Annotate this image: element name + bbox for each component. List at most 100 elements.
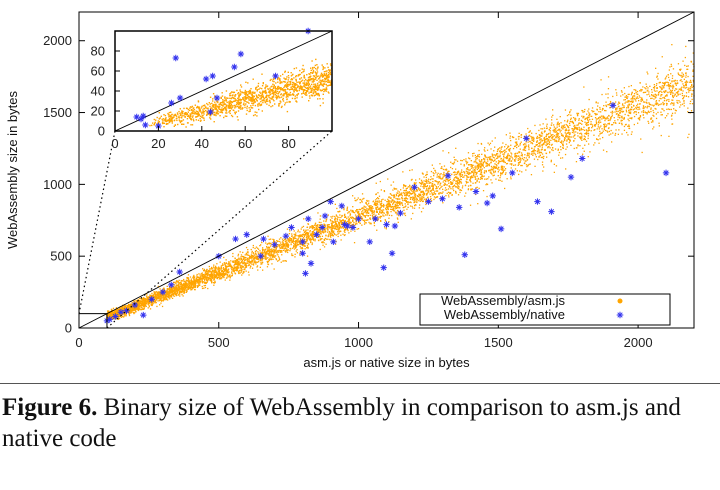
asmjs-point [168, 287, 170, 290]
asmjs-point [343, 230, 345, 232]
asmjs-point [112, 313, 114, 315]
asmjs-point [682, 60, 684, 62]
asmjs-point [538, 149, 540, 151]
asmjs-point [331, 223, 333, 225]
asmjs-point [494, 163, 496, 165]
asmjs-point [228, 271, 230, 273]
asmjs-point [564, 126, 566, 128]
asmjs-point [397, 202, 399, 204]
asmjs-point [286, 246, 288, 248]
asmjs-point [406, 208, 408, 210]
asmjs-point [288, 241, 290, 243]
asmjs-point [657, 111, 659, 114]
asmjs-point [505, 134, 507, 136]
asmjs-point [416, 189, 418, 191]
asmjs-point [498, 179, 500, 181]
asmjs-point [139, 300, 141, 302]
asmjs-point [534, 154, 537, 156]
asmjs-point [597, 102, 599, 104]
asmjs-point [274, 241, 277, 243]
asmjs-point [449, 192, 451, 195]
asmjs-point [339, 220, 341, 222]
asmjs-point [608, 134, 610, 136]
asmjs-point [182, 280, 184, 282]
asmjs-point [327, 238, 329, 240]
asmjs-point [556, 132, 558, 134]
asmjs-point [317, 212, 319, 214]
asmjs-point [434, 190, 436, 192]
asmjs-point [356, 228, 358, 230]
asmjs-point [312, 233, 314, 235]
asmjs-point [143, 302, 145, 305]
asmjs-point [611, 124, 614, 126]
asmjs-point [566, 129, 568, 131]
asmjs-point [396, 214, 398, 216]
asmjs-point [470, 181, 472, 183]
asmjs-point [295, 246, 297, 248]
asmjs-point [685, 45, 687, 48]
asmjs-point [467, 171, 469, 173]
asmjs-point [611, 115, 613, 117]
asmjs-point [145, 305, 147, 307]
asmjs-point [194, 285, 196, 288]
asmjs-point [502, 160, 504, 162]
asmjs-point [433, 173, 435, 175]
asmjs-point [511, 156, 513, 159]
asmjs-point [412, 197, 414, 199]
asmjs-point [220, 273, 222, 275]
asmjs-point [131, 310, 133, 312]
asmjs-point [210, 276, 212, 278]
asmjs-point [436, 187, 438, 189]
asmjs-point [662, 87, 664, 89]
asmjs-point [412, 191, 414, 193]
asmjs-point [638, 117, 640, 119]
asmjs-point [252, 264, 255, 266]
asmjs-point [261, 258, 263, 260]
asmjs-point [486, 165, 488, 167]
asmjs-point [457, 171, 460, 173]
asmjs-point [388, 214, 391, 216]
asmjs-point [388, 196, 390, 198]
asmjs-point [502, 165, 504, 168]
asmjs-point [387, 178, 389, 180]
asmjs-point [380, 215, 383, 218]
asmjs-point [174, 290, 177, 292]
asmjs-point [674, 112, 676, 114]
asmjs-point [632, 96, 634, 99]
asmjs-point [612, 132, 614, 134]
asmjs-point [687, 75, 689, 78]
asmjs-point [328, 233, 330, 235]
asmjs-point [354, 214, 357, 216]
asmjs-point [635, 108, 637, 110]
asmjs-point [653, 115, 655, 117]
asmjs-point [267, 263, 269, 266]
asmjs-point [420, 190, 423, 193]
asmjs-point [265, 257, 267, 259]
asmjs-point [334, 219, 336, 221]
asmjs-point [556, 141, 558, 143]
asmjs-point [518, 151, 520, 153]
asmjs-point [314, 240, 316, 242]
asmjs-point [377, 208, 380, 210]
asmjs-point [198, 278, 200, 281]
asmjs-point [273, 268, 275, 270]
asmjs-point [663, 87, 665, 89]
asmjs-point [644, 101, 646, 103]
asmjs-point [225, 272, 227, 274]
asmjs-point [628, 101, 630, 103]
asmjs-point [287, 243, 290, 246]
asmjs-point [398, 198, 400, 200]
asmjs-point [151, 304, 153, 306]
asmjs-point [603, 128, 605, 130]
asmjs-point [349, 211, 351, 213]
asmjs-point [618, 101, 620, 103]
asmjs-point [561, 142, 563, 144]
asmjs-point [425, 173, 428, 176]
asmjs-point [343, 234, 346, 237]
asmjs-point [334, 227, 336, 229]
asmjs-point [629, 101, 632, 103]
asmjs-point [578, 119, 580, 121]
asmjs-point [396, 198, 399, 200]
asmjs-point [504, 161, 506, 164]
asmjs-point [184, 288, 186, 291]
